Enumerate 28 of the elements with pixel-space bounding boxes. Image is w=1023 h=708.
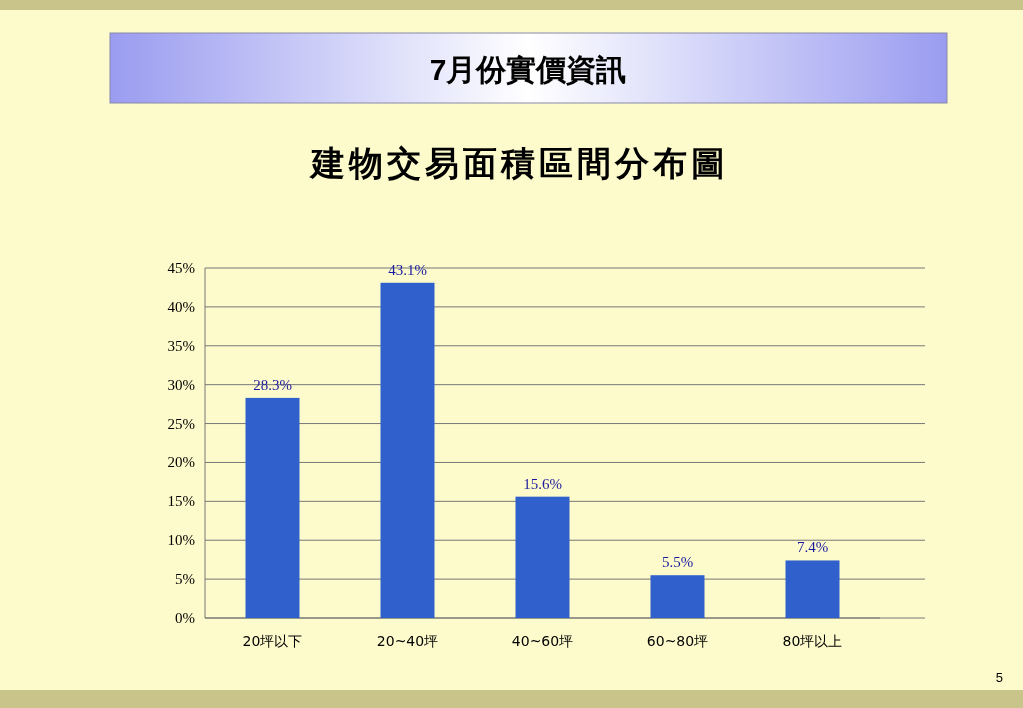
y-tick-label: 20% (167, 454, 195, 471)
bar (650, 575, 705, 618)
x-tick-label: 40~60坪 (511, 633, 574, 649)
y-tick-label: 35% (167, 337, 195, 354)
y-tick-label: 25% (167, 415, 195, 432)
data-label: 15.6% (523, 475, 562, 492)
y-tick-label: 30% (167, 376, 195, 393)
y-tick-label: 0% (175, 610, 195, 626)
y-tick-label: 45% (167, 260, 195, 276)
bar (515, 496, 570, 618)
x-tick-label: 80坪以上 (782, 633, 843, 649)
x-tick-label: 20~40坪 (376, 633, 439, 649)
bar (245, 397, 300, 618)
y-tick-label: 10% (167, 532, 195, 549)
x-tick-label: 60~80坪 (646, 633, 709, 649)
y-tick-label: 15% (167, 493, 195, 510)
text: 5 (995, 670, 1003, 685)
y-tick-label: 40% (167, 298, 195, 315)
y-tick-label: 5% (175, 571, 195, 588)
data-label: 43.1% (388, 261, 427, 278)
data-label: 7.4% (796, 539, 829, 556)
data-label: 28.3% (253, 376, 292, 393)
chart-subtitle: 建物交易面積區間分布圖 (309, 143, 729, 183)
data-label: 5.5% (661, 554, 694, 571)
bar (785, 560, 840, 618)
bar (380, 282, 435, 618)
chart-title: 7月份實價資訊 (429, 53, 627, 86)
x-tick-label: 20坪以下 (242, 633, 303, 649)
